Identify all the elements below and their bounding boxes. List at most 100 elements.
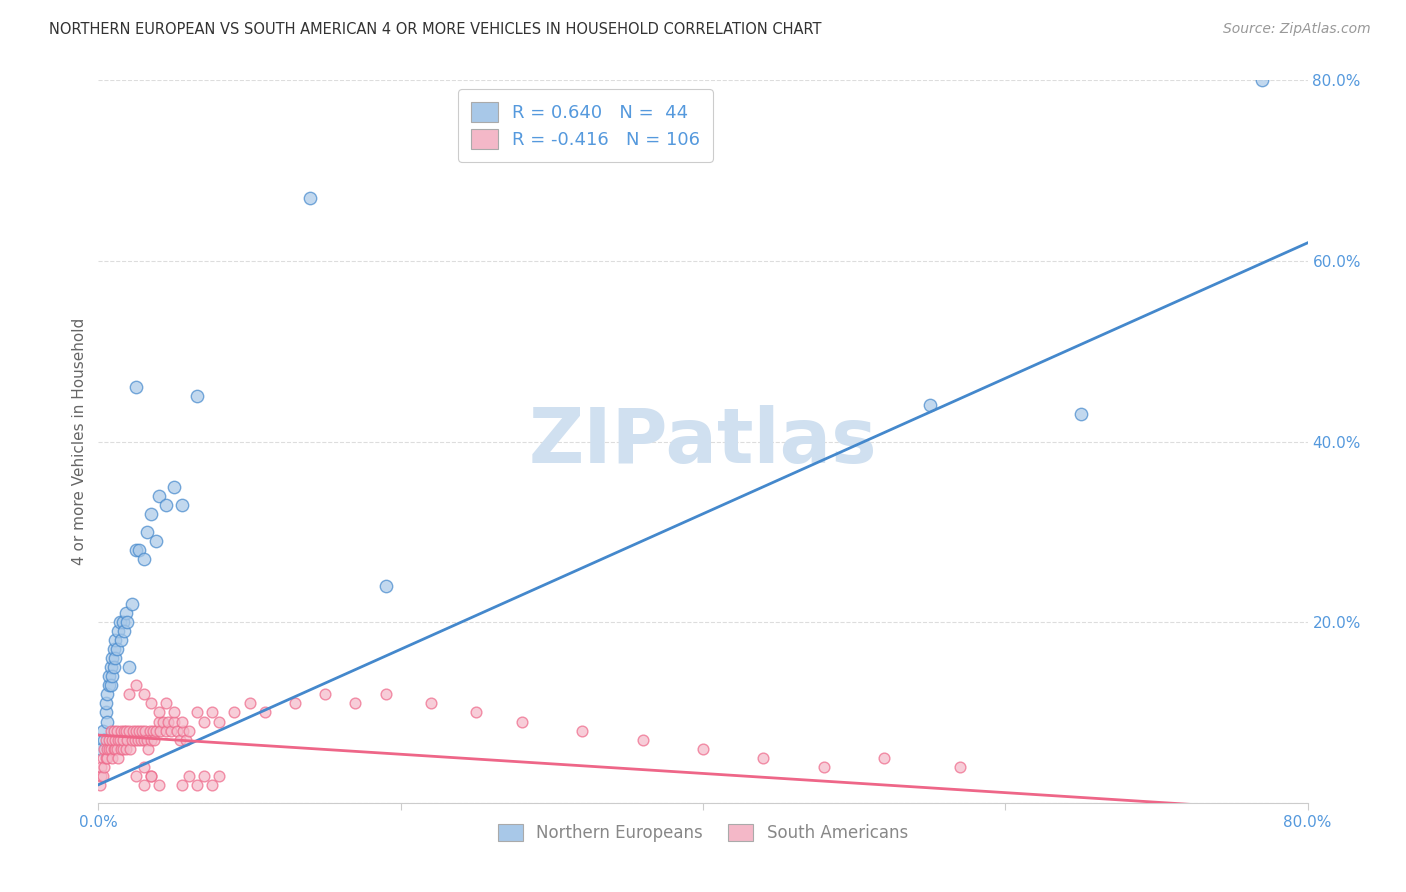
Point — [813, 760, 835, 774]
Point — [98, 669, 121, 683]
Point — [166, 723, 188, 738]
Point — [141, 697, 163, 711]
Point — [163, 480, 186, 494]
Point — [193, 714, 215, 729]
Point — [139, 723, 162, 738]
Point — [101, 651, 124, 665]
Point — [1070, 408, 1092, 422]
Point — [156, 714, 179, 729]
Point — [160, 723, 183, 738]
Point — [253, 706, 276, 720]
Point — [208, 769, 231, 783]
Point — [94, 750, 117, 764]
Point — [118, 660, 141, 674]
Point — [239, 697, 262, 711]
Point — [145, 723, 167, 738]
Point — [163, 714, 186, 729]
Point — [918, 398, 941, 412]
Point — [110, 741, 132, 756]
Point — [752, 750, 775, 764]
Point — [111, 732, 134, 747]
Point — [949, 760, 972, 774]
Point — [104, 633, 127, 648]
Point — [155, 697, 177, 711]
Point — [115, 615, 138, 630]
Point — [127, 732, 149, 747]
Point — [103, 642, 125, 657]
Point — [100, 723, 122, 738]
Point — [344, 697, 367, 711]
Point — [121, 732, 143, 747]
Point — [186, 778, 208, 792]
Legend: Northern Europeans, South Americans: Northern Europeans, South Americans — [492, 817, 914, 848]
Point — [107, 750, 129, 764]
Point — [125, 723, 148, 738]
Point — [141, 769, 163, 783]
Point — [104, 651, 127, 665]
Point — [420, 697, 443, 711]
Point — [101, 750, 124, 764]
Point — [571, 723, 593, 738]
Point — [114, 606, 136, 620]
Point — [118, 723, 141, 738]
Point — [110, 723, 132, 738]
Point — [174, 732, 197, 747]
Point — [98, 678, 121, 692]
Point — [284, 697, 307, 711]
Point — [91, 723, 114, 738]
Point — [107, 624, 129, 639]
Text: Source: ZipAtlas.com: Source: ZipAtlas.com — [1223, 22, 1371, 37]
Point — [94, 706, 117, 720]
Point — [112, 624, 135, 639]
Text: NORTHERN EUROPEAN VS SOUTH AMERICAN 4 OR MORE VEHICLES IN HOUSEHOLD CORRELATION : NORTHERN EUROPEAN VS SOUTH AMERICAN 4 OR… — [49, 22, 821, 37]
Point — [94, 732, 117, 747]
Y-axis label: 4 or more Vehicles in Household: 4 or more Vehicles in Household — [72, 318, 87, 566]
Point — [96, 714, 118, 729]
Point — [132, 687, 155, 701]
Point — [125, 769, 148, 783]
Point — [125, 678, 148, 692]
Point — [142, 723, 165, 738]
Point — [179, 723, 201, 738]
Point — [145, 533, 167, 548]
Point — [90, 760, 112, 774]
Point — [193, 769, 215, 783]
Point — [134, 723, 156, 738]
Point — [169, 732, 191, 747]
Point — [100, 660, 122, 674]
Point — [172, 723, 194, 738]
Point — [143, 732, 166, 747]
Point — [105, 723, 128, 738]
Point — [125, 380, 148, 394]
Point — [120, 741, 142, 756]
Point — [98, 741, 121, 756]
Point — [135, 524, 157, 539]
Point — [314, 687, 336, 701]
Point — [136, 741, 159, 756]
Point — [118, 687, 141, 701]
Point — [148, 489, 170, 503]
Point — [170, 498, 193, 512]
Point — [132, 552, 155, 566]
Text: ZIPatlas: ZIPatlas — [529, 405, 877, 478]
Point — [155, 723, 177, 738]
Point — [91, 769, 114, 783]
Point — [141, 769, 163, 783]
Point — [631, 732, 654, 747]
Point — [125, 542, 148, 557]
Point — [94, 697, 117, 711]
Point — [152, 714, 174, 729]
Point — [90, 769, 112, 783]
Point — [98, 732, 121, 747]
Point — [465, 706, 488, 720]
Point — [132, 760, 155, 774]
Point — [96, 741, 118, 756]
Point — [510, 714, 533, 729]
Point — [91, 750, 114, 764]
Point — [132, 732, 155, 747]
Point — [96, 687, 118, 701]
Point — [101, 732, 124, 747]
Point — [149, 723, 172, 738]
Point — [135, 732, 157, 747]
Point — [90, 741, 112, 756]
